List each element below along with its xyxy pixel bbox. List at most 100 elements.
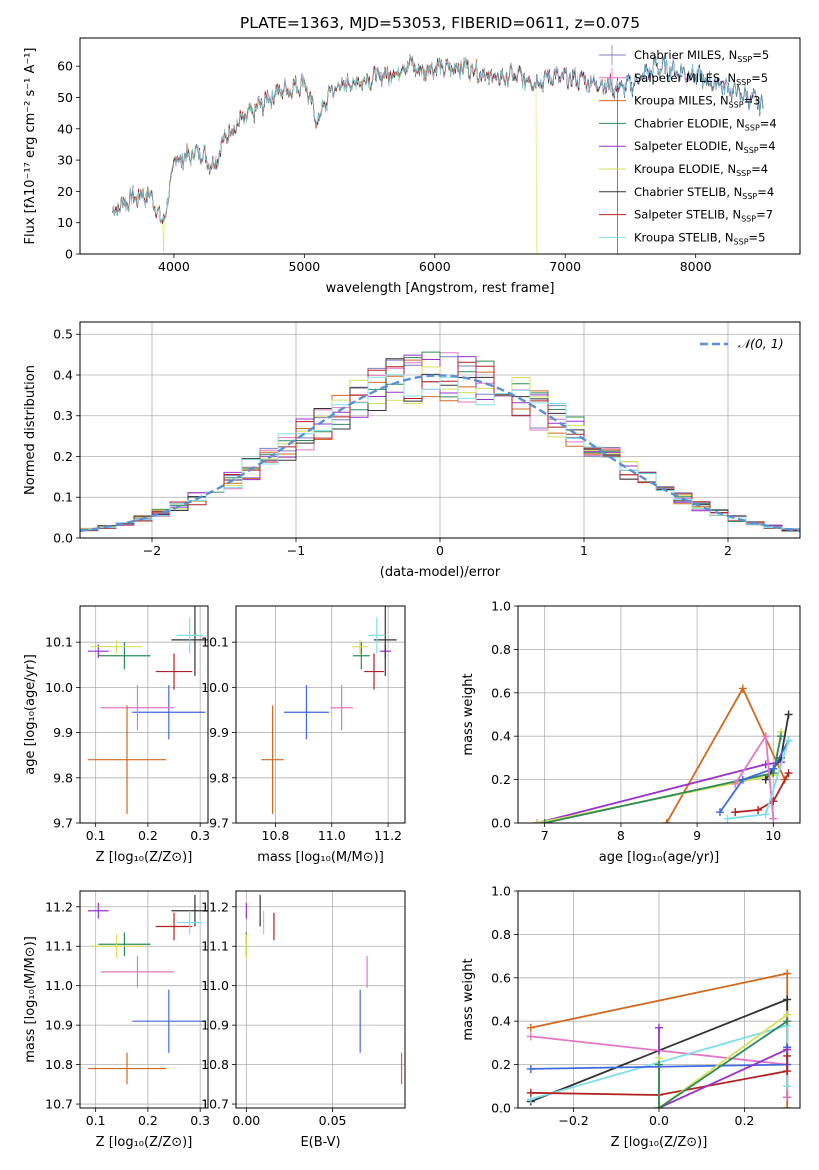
plot-area (80, 351, 800, 533)
y-tick-label: 30 (57, 153, 73, 168)
y-axis-label: Normed distribution (23, 365, 38, 495)
y-tick-label: 0.0 (53, 531, 73, 546)
y-tick-label: 0.8 (491, 642, 511, 657)
point-marker (662, 819, 671, 823)
point-marker (731, 779, 740, 788)
x-tick-label: 0.2 (138, 828, 158, 843)
x-tick-label: 8 (617, 828, 625, 843)
y-tick-label: 10.1 (201, 635, 229, 650)
y-tick-label: 9.9 (209, 725, 229, 740)
x-axis-label: wavelength [Angstrom, rest frame] (326, 281, 555, 296)
x-tick-label: 1 (580, 543, 588, 558)
plot-area (112, 54, 764, 254)
plot-area (87, 894, 208, 1085)
series-kroupa-elodie (536, 731, 782, 823)
axes-residuals: −2 −1 0 1 2 0.0 0.1 0.2 0.3 0.4 0.5 (data-model)/er… (23, 321, 801, 580)
y-tick-label: 11.0 (201, 978, 229, 993)
axes-frame (235, 605, 406, 824)
y-tick-label: 60 (57, 59, 73, 74)
point-marker (655, 1060, 663, 1069)
normal-curve (80, 374, 800, 533)
y-tick-label: 0.2 (53, 449, 73, 464)
point-marker (526, 1032, 535, 1041)
y-tick-label: 0.2 (491, 772, 511, 787)
x-tick-label: 0.0 (649, 1113, 669, 1128)
x-tick-label: −2 (143, 543, 161, 558)
x-axis-label: age [log₁₀(age/yr)] (599, 850, 720, 865)
x-tick-label: 9 (693, 828, 701, 843)
point-marker (784, 769, 793, 778)
y-tick-label: 9.8 (209, 770, 229, 785)
y-tick-label: 10.9 (45, 1018, 73, 1033)
plot-area (87, 606, 208, 814)
point-marker (761, 732, 770, 741)
y-tick-label: 9.7 (53, 816, 73, 831)
point-marker (731, 808, 740, 817)
x-tick-label: 0.1 (86, 1113, 106, 1128)
x-tick-label: 10.8 (262, 828, 290, 843)
point-marker (761, 775, 770, 784)
x-tick-label: −0.2 (558, 1113, 588, 1128)
y-tick-label: 0.2 (491, 1057, 511, 1072)
x-tick-label: 0 (436, 543, 444, 558)
y-tick-label: 10.0 (45, 680, 73, 695)
series-salpeter-stelib (735, 772, 790, 813)
plot-area (245, 894, 403, 1085)
y-axis-label: mass weight (461, 958, 476, 1040)
point-marker (784, 736, 793, 745)
x-tick-label: 4000 (158, 259, 190, 274)
x-tick-label: 11.0 (318, 828, 346, 843)
axes-mass_vs_Z: 0.1 0.2 0.3 10.7 10.8 10.9 11.0 11.1 11.2 Z [log₁… (23, 890, 210, 1150)
x-tick-label: 7 (541, 828, 549, 843)
x-tick-label: 0.2 (735, 1113, 755, 1128)
x-tick-label: 6000 (419, 259, 451, 274)
point-marker (655, 1023, 663, 1032)
series-salpeter-elodie (536, 761, 782, 823)
x-axis-label: Z [log₁₀(Z/Z⊙)] (611, 1135, 708, 1150)
axes-mw_vs_age: 7 8 9 10 0.0 0.2 0.4 0.6 0.8 1.0 age [log₁₀(age/yr… (461, 599, 801, 865)
x-tick-label: 11.2 (374, 828, 402, 843)
y-axis-label: mass weight (461, 673, 476, 755)
x-axis-label: mass [log₁₀(M/M⊙)] (257, 850, 384, 865)
x-axis-label: Z [log₁₀(Z/Z⊙)] (96, 850, 193, 865)
axes-frame (235, 890, 406, 1109)
point-marker (738, 775, 747, 784)
point-marker (783, 969, 792, 978)
y-axis-label: age [log₁₀(age/yr)] (23, 654, 38, 775)
y-tick-label: 10.7 (45, 1097, 73, 1112)
y-tick-label: 9.7 (209, 816, 229, 831)
y-tick-label: 11.2 (201, 899, 229, 914)
legend-entry: Chabrier ELODIE, NSSP=4 (634, 116, 777, 132)
y-tick-label: 0.0 (491, 816, 511, 831)
legend-entry: Chabrier STELIB, NSSP=4 (634, 185, 774, 201)
point-marker (783, 1045, 792, 1054)
series-salpeter-stelib (530, 1055, 789, 1096)
point-marker (783, 1067, 792, 1076)
point-marker (738, 684, 747, 693)
point-marker (783, 1104, 792, 1108)
y-tick-label: 20 (57, 184, 73, 199)
y-tick-label: 0.4 (491, 729, 511, 744)
point-marker (754, 805, 763, 814)
y-tick-label: 1.0 (491, 599, 511, 614)
y-axis-label: Flux [fλ10⁻¹⁷ erg cm⁻² s⁻¹ A⁻¹] (23, 48, 38, 245)
point-marker (783, 1093, 792, 1102)
plot-area (261, 606, 397, 814)
x-tick-label: 0.05 (319, 1113, 347, 1128)
series-chabrier-elodie (658, 1020, 788, 1108)
point-marker (526, 1064, 535, 1073)
y-tick-label: 10.7 (201, 1097, 229, 1112)
x-tick-label: 8000 (680, 259, 712, 274)
legend-entry: Salpeter ELODIE, NSSP=4 (634, 139, 776, 155)
y-tick-label: 10.8 (201, 1057, 229, 1072)
y-tick-label: 0.4 (491, 1014, 511, 1029)
y-tick-label: 40 (57, 121, 73, 136)
legend-entry: Salpeter STELIB, NSSP=7 (634, 208, 773, 224)
spectrum-series-kroupa-elodie (112, 56, 537, 254)
axes-frame (517, 605, 801, 824)
axes-frame (79, 605, 209, 824)
axes-frame (79, 321, 801, 539)
series-chabrier-miles (719, 740, 790, 813)
x-tick-label: 0.1 (86, 828, 106, 843)
axes-mw_vs_Z: −0.2 0.0 0.2 0.0 0.2 0.4 0.6 0.8 1.0 Z [log₁₀(Z/Z… (461, 884, 801, 1150)
